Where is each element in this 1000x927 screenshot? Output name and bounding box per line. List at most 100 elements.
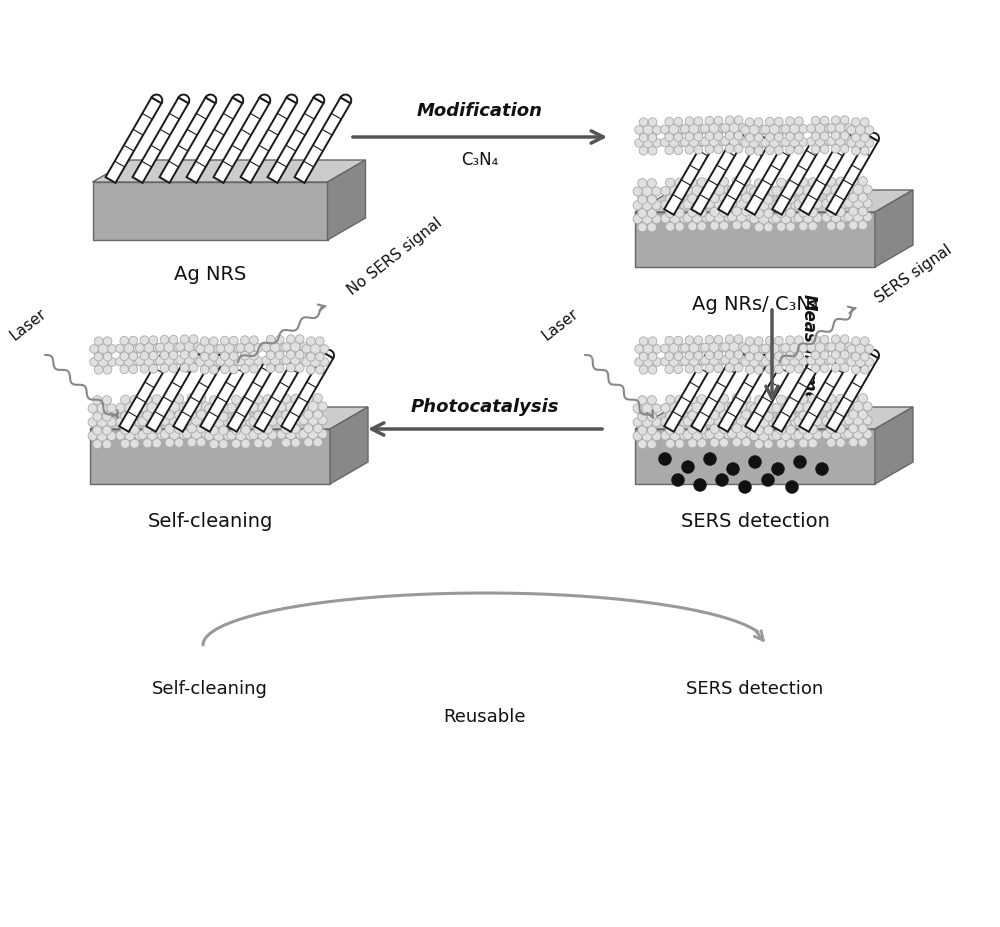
Circle shape (254, 425, 263, 435)
Circle shape (725, 117, 734, 125)
Circle shape (144, 344, 154, 353)
Circle shape (258, 430, 268, 440)
Circle shape (732, 191, 741, 200)
Circle shape (697, 179, 706, 187)
Circle shape (103, 353, 112, 362)
Circle shape (772, 404, 781, 413)
Circle shape (799, 395, 808, 404)
Polygon shape (206, 95, 216, 104)
Circle shape (205, 418, 214, 427)
Circle shape (761, 345, 770, 353)
Circle shape (774, 119, 783, 127)
Circle shape (772, 418, 781, 426)
Circle shape (197, 411, 206, 420)
Circle shape (827, 209, 836, 217)
Circle shape (789, 344, 799, 353)
Circle shape (165, 423, 174, 431)
Circle shape (729, 356, 739, 365)
Circle shape (685, 349, 694, 358)
Circle shape (759, 359, 768, 367)
Circle shape (705, 417, 714, 425)
Circle shape (236, 344, 245, 353)
Circle shape (855, 126, 865, 135)
Circle shape (808, 425, 817, 435)
Circle shape (639, 147, 648, 156)
Circle shape (820, 349, 829, 358)
Circle shape (648, 366, 657, 375)
Circle shape (675, 413, 684, 421)
Circle shape (705, 351, 714, 361)
Circle shape (639, 119, 648, 127)
Circle shape (286, 364, 295, 373)
Circle shape (781, 138, 790, 147)
Circle shape (683, 417, 692, 426)
Circle shape (789, 357, 799, 366)
Circle shape (741, 359, 750, 367)
Circle shape (754, 180, 764, 188)
Circle shape (250, 349, 258, 358)
Polygon shape (200, 353, 252, 432)
Circle shape (263, 412, 272, 421)
Circle shape (213, 431, 224, 442)
Circle shape (714, 131, 723, 139)
Circle shape (129, 365, 138, 375)
Circle shape (313, 438, 322, 448)
Circle shape (665, 133, 674, 143)
Circle shape (282, 356, 291, 365)
Circle shape (836, 209, 845, 217)
Circle shape (108, 345, 116, 354)
Circle shape (165, 409, 174, 417)
Circle shape (138, 417, 147, 426)
Circle shape (815, 137, 825, 147)
Circle shape (710, 222, 719, 231)
Circle shape (835, 356, 845, 365)
Circle shape (754, 193, 764, 202)
Circle shape (688, 206, 697, 215)
Polygon shape (254, 353, 306, 432)
Circle shape (685, 352, 694, 361)
Circle shape (227, 404, 236, 413)
Circle shape (836, 423, 845, 431)
Circle shape (680, 187, 689, 197)
Circle shape (258, 416, 268, 427)
Circle shape (786, 352, 794, 361)
Circle shape (219, 426, 228, 436)
Circle shape (849, 411, 858, 420)
Polygon shape (734, 133, 744, 142)
Circle shape (200, 350, 209, 359)
Polygon shape (842, 350, 852, 359)
Circle shape (88, 418, 97, 427)
Circle shape (661, 215, 670, 223)
Circle shape (811, 146, 820, 155)
Circle shape (197, 408, 206, 417)
Polygon shape (875, 408, 913, 485)
Circle shape (268, 417, 277, 426)
Circle shape (187, 438, 196, 448)
Circle shape (840, 117, 849, 125)
Circle shape (835, 343, 845, 352)
Circle shape (205, 432, 214, 441)
Circle shape (224, 404, 233, 413)
Circle shape (754, 337, 763, 346)
Circle shape (304, 408, 313, 417)
Circle shape (799, 412, 808, 421)
Polygon shape (788, 133, 798, 142)
Circle shape (694, 337, 703, 345)
Circle shape (799, 423, 808, 432)
Polygon shape (635, 408, 913, 429)
Circle shape (689, 138, 699, 147)
Circle shape (638, 440, 647, 450)
Circle shape (647, 413, 656, 422)
Circle shape (742, 208, 751, 217)
Circle shape (647, 193, 656, 202)
Circle shape (174, 344, 182, 352)
Polygon shape (233, 95, 243, 104)
Circle shape (121, 396, 130, 405)
Circle shape (232, 439, 241, 449)
Polygon shape (745, 136, 797, 215)
Circle shape (268, 431, 277, 440)
Circle shape (714, 364, 723, 374)
Circle shape (107, 418, 116, 427)
Circle shape (858, 222, 867, 231)
Circle shape (714, 430, 725, 440)
